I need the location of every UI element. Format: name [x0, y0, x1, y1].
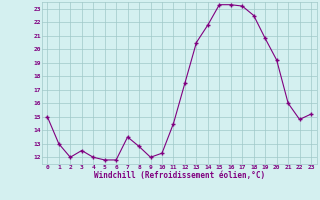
X-axis label: Windchill (Refroidissement éolien,°C): Windchill (Refroidissement éolien,°C): [94, 171, 265, 180]
